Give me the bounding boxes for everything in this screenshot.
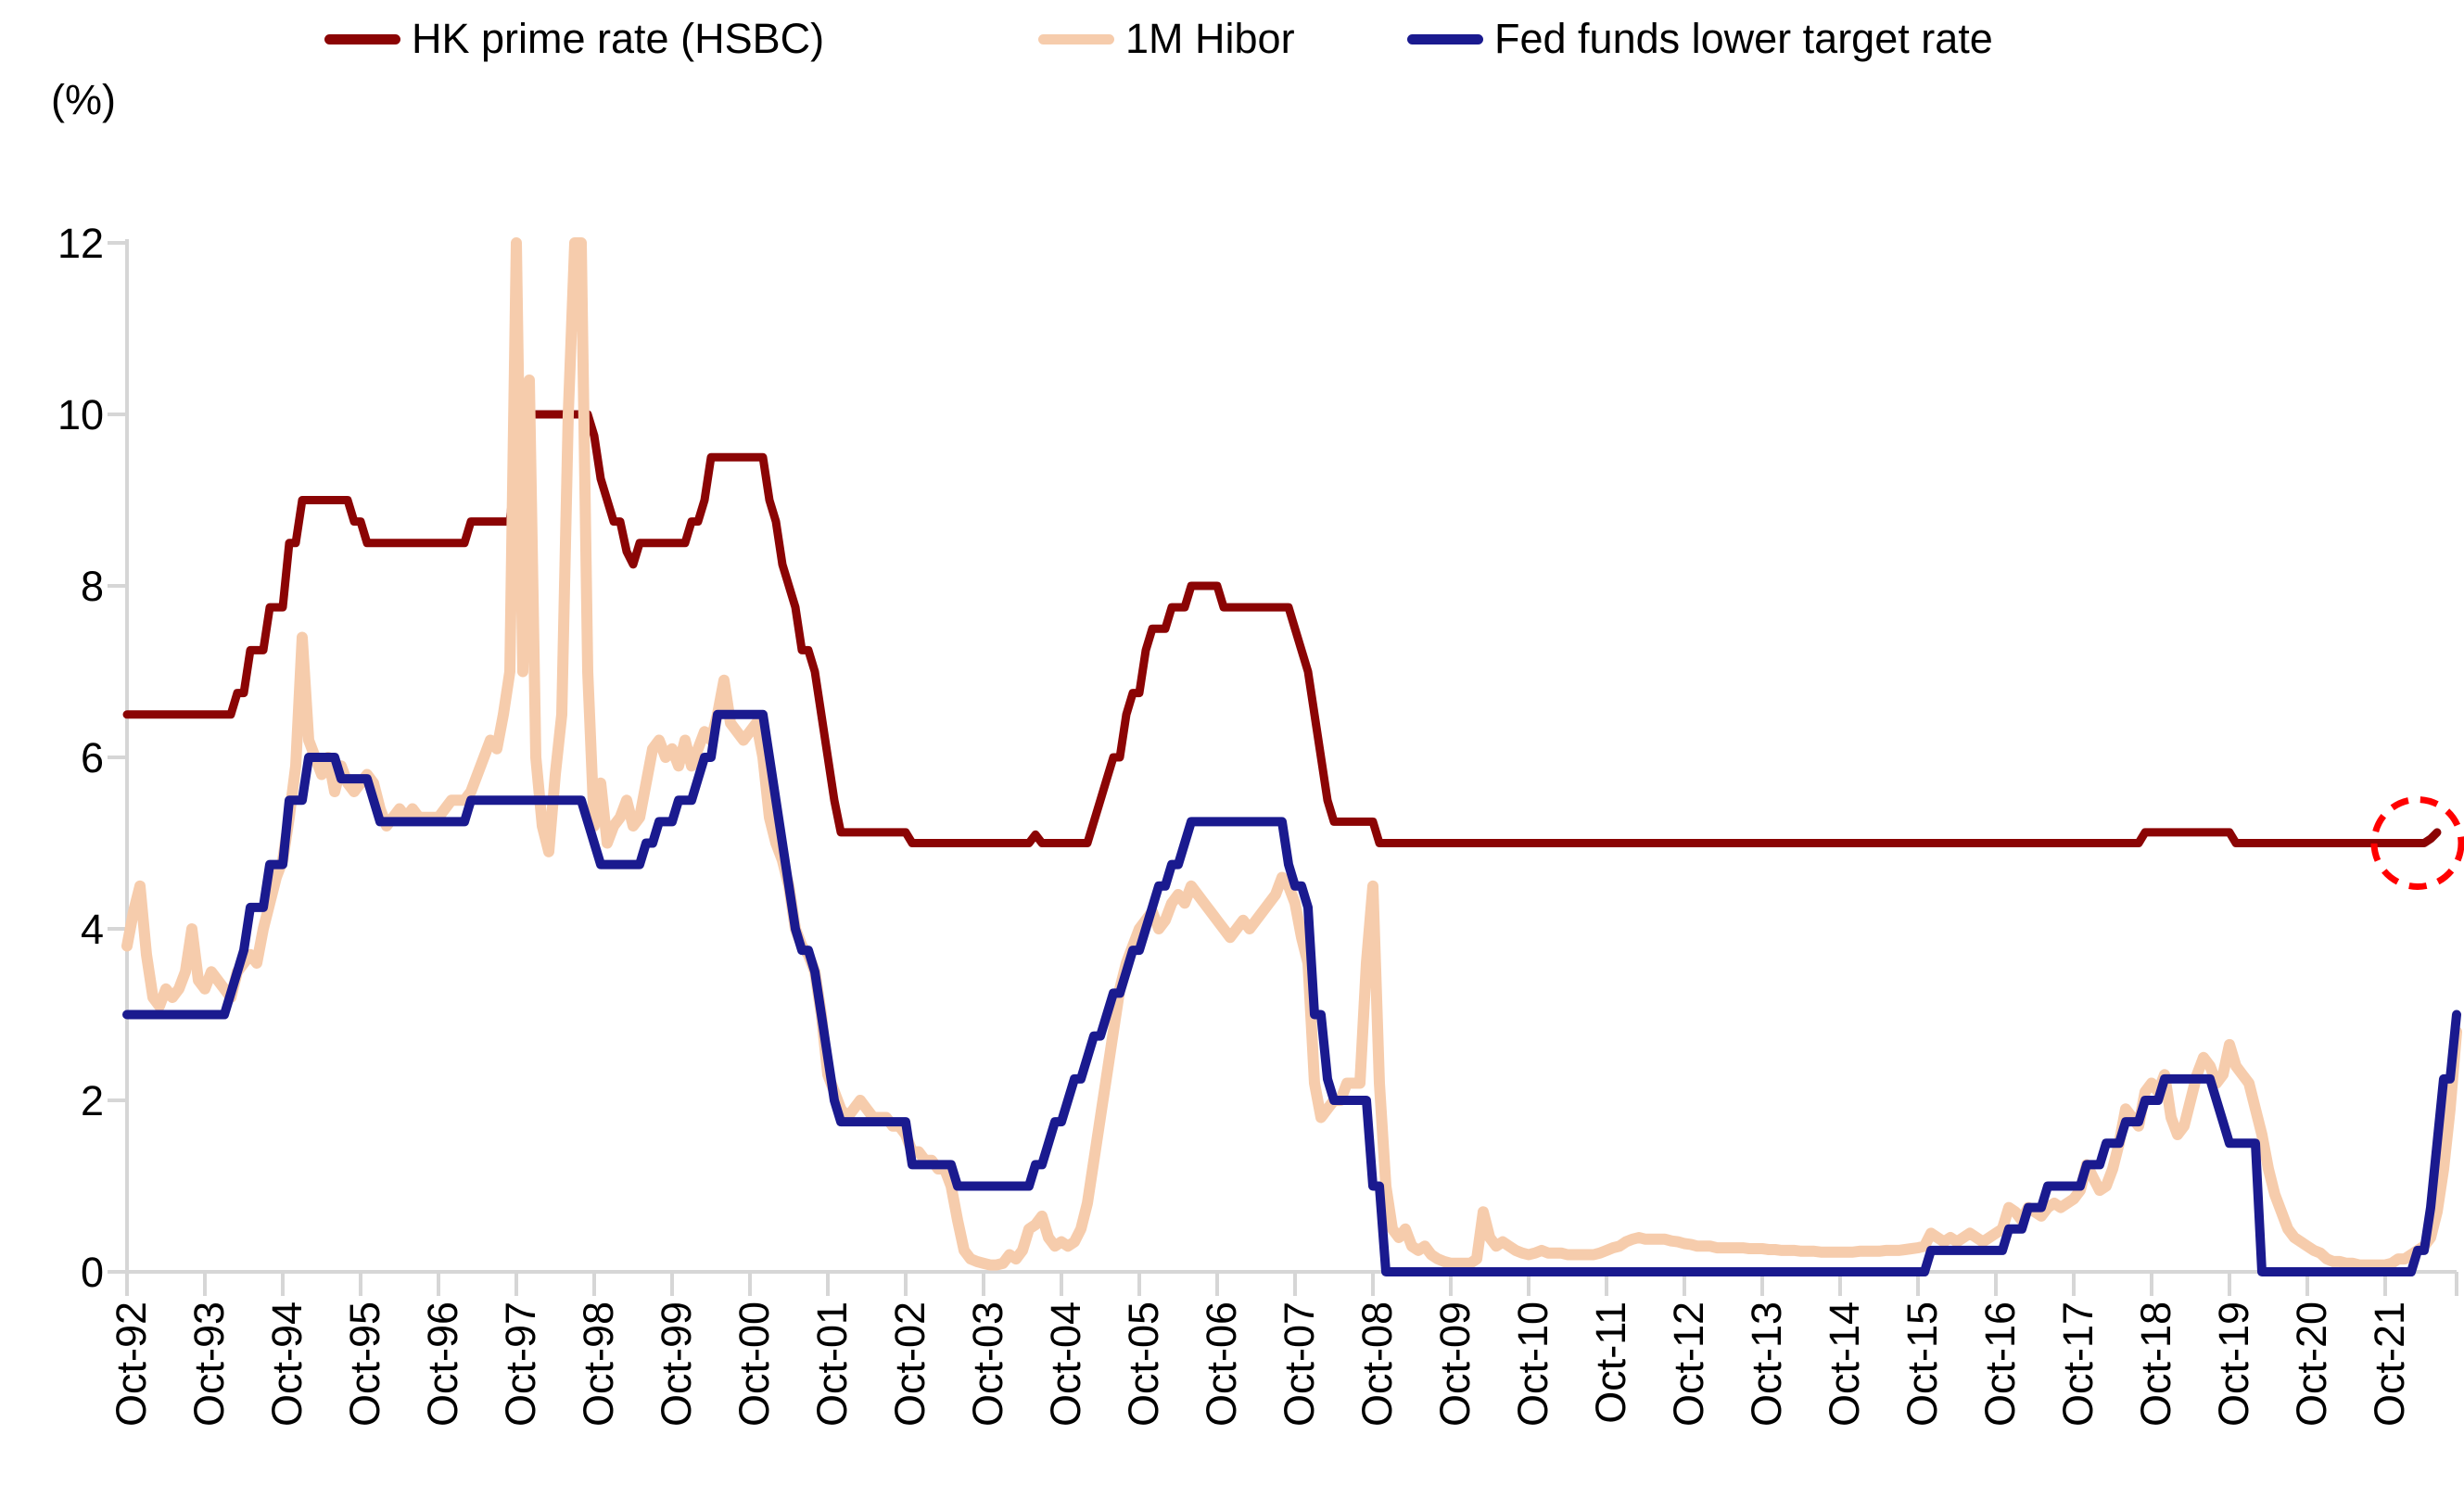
x-tick-label: Oct-19: [2210, 1301, 2257, 1427]
x-tick-label: Oct-05: [1120, 1301, 1167, 1427]
legend-item-1m-hibor: 1M Hibor: [1038, 13, 1295, 65]
x-tick-label: Oct-18: [2132, 1301, 2179, 1427]
legend-swatch-hk-prime-icon: [324, 33, 400, 44]
x-tick-label: Oct-17: [2054, 1301, 2102, 1427]
x-tick-label: Oct-98: [575, 1301, 622, 1427]
y-tick-label: 2: [81, 1077, 104, 1124]
x-tick-label: Oct-92: [108, 1301, 155, 1427]
x-tick-label: Oct-20: [2288, 1301, 2335, 1427]
y-tick-label: 8: [81, 563, 104, 610]
x-tick-label: Oct-13: [1743, 1301, 1790, 1427]
legend-swatch-fed-funds-icon: [1407, 33, 1483, 44]
x-tick-label: Oct-97: [497, 1301, 544, 1427]
legend-item-hk-prime: HK prime rate (HSBC): [324, 13, 824, 65]
x-tick-label: Oct-04: [1042, 1301, 1089, 1427]
x-tick-label: Oct-03: [964, 1301, 1011, 1427]
x-tick-label: Oct-96: [419, 1301, 466, 1427]
legend-label-hk-prime: HK prime rate (HSBC): [412, 15, 825, 62]
y-axis-unit-label: (%): [51, 76, 116, 123]
legend-swatch-1m-hibor-icon: [1038, 33, 1114, 44]
series-line-fed-funds-lower-target-rate: [122, 709, 2461, 1276]
x-tick-label: Oct-02: [886, 1301, 934, 1427]
x-tick-label: Oct-11: [1587, 1301, 1634, 1424]
x-tick-label: Oct-94: [263, 1301, 311, 1427]
x-tick-label: Oct-16: [1976, 1301, 2024, 1427]
x-axis: Oct-92 Oct-93 Oct-94 Oct-95 Oct-96 Oct-97 Oct-…: [108, 1270, 2458, 1427]
series-line-1m-hibor: [121, 237, 2462, 1271]
y-tick-label: 12: [57, 220, 104, 267]
y-tick-label: 4: [81, 906, 104, 953]
y-tick-label: 6: [81, 734, 104, 781]
x-tick-label: Oct-93: [185, 1301, 233, 1427]
legend-label-1m-hibor: 1M Hibor: [1125, 15, 1295, 62]
x-tick-label: Oct-99: [653, 1301, 700, 1427]
x-tick-label: Oct-06: [1198, 1301, 1245, 1427]
y-axis: 0 2 4 6 8 10 12: [57, 220, 129, 1296]
y-tick-label: 0: [81, 1249, 104, 1296]
x-tick-label: Oct-09: [1431, 1301, 1479, 1427]
x-tick-label: Oct-10: [1509, 1301, 1556, 1427]
x-tick-label: Oct-12: [1665, 1301, 1712, 1427]
legend-label-fed-funds: Fed funds lower target rate: [1494, 15, 1993, 62]
x-tick-label: Oct-00: [730, 1301, 778, 1427]
x-tick-label: Oct-14: [1821, 1301, 1868, 1427]
x-tick-label: Oct-21: [2366, 1301, 2413, 1427]
x-tick-label: Oct-08: [1353, 1301, 1401, 1427]
legend-item-fed-funds: Fed funds lower target rate: [1407, 13, 1993, 65]
x-tick-label: Oct-15: [1899, 1301, 1946, 1427]
y-tick-label: 10: [57, 391, 104, 438]
highlight-circle: [2370, 796, 2464, 890]
x-tick-label: Oct-95: [341, 1301, 388, 1427]
x-tick-label: Oct-01: [808, 1301, 856, 1427]
x-tick-label: Oct-07: [1276, 1301, 1323, 1427]
